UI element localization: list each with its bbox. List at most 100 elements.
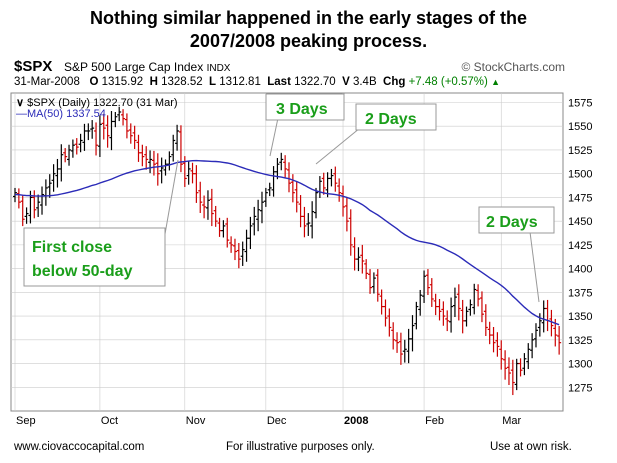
ohlc-bar [487, 321, 492, 345]
ohlc-bar [159, 157, 164, 184]
y-tick-label: 1550 [568, 121, 592, 133]
ohlc-bar [410, 315, 415, 352]
ohlc-bar [132, 125, 137, 150]
ohlc-bar [190, 162, 195, 184]
ohlc-bar [101, 113, 106, 140]
headline-line-2: 2007/2008 peaking process. [189, 31, 428, 51]
ohlc-bar [63, 148, 68, 163]
ohlc-bar [221, 220, 226, 238]
ohlc-bar [495, 332, 500, 357]
ohlc-bar [499, 340, 504, 370]
ohlc-bar [425, 269, 430, 296]
high-value: 1328.52 [161, 76, 203, 88]
ohlc-bar [398, 332, 403, 365]
ohlc-bar [16, 188, 21, 209]
ohlc-bar [522, 353, 527, 376]
ohlc-bar [464, 306, 469, 327]
ohlc-bar [352, 237, 357, 271]
ohlc-bar [283, 155, 288, 178]
ma50-line [14, 159, 560, 326]
ma-legend-label: MA(50) 1337.54 [27, 108, 106, 120]
exchange-code: INDX [206, 63, 231, 74]
ohlc-bar [178, 125, 183, 173]
y-tick-label: 1350 [568, 311, 592, 323]
open-label: O [89, 76, 99, 88]
ohlc-bar [140, 144, 145, 167]
annotation-2-days-jan: 2 Days [315, 103, 437, 165]
ohlc-bar [452, 287, 457, 318]
ohlc-bar [302, 206, 307, 238]
ohlc-bar [491, 326, 496, 353]
low-label: L [209, 76, 217, 88]
ohlc-bar [259, 191, 264, 224]
ohlc-bar [360, 244, 365, 274]
ohlc-bar [144, 146, 149, 170]
ohlc-bar [232, 238, 237, 261]
y-tick-label: 1525 [568, 145, 592, 157]
ohlc-bar [167, 151, 172, 171]
ohlc-bar [24, 207, 29, 224]
ohlc-bar [175, 124, 180, 151]
ohlc-bar [506, 357, 511, 385]
ohlc-bar [194, 165, 199, 203]
y-tick-label: 1475 [568, 192, 592, 204]
ohlc-bar [155, 153, 160, 186]
ohlc-bar [113, 111, 118, 128]
ohlc-bar [225, 217, 230, 248]
ohlc-bar [514, 358, 519, 391]
annotation-2-days-jan-text: 2 Days [365, 111, 417, 128]
ohlc-bar [364, 259, 369, 280]
ohlc-bar [128, 123, 133, 144]
ohlc-bar [90, 120, 95, 139]
ohlc-bar [402, 339, 407, 363]
change-value: +7.48 (+0.57%) [408, 76, 488, 88]
gridlines [11, 93, 563, 411]
x-tick-label: 2008 [344, 415, 368, 427]
ohlc-bar [433, 293, 438, 316]
ohlc-bar [287, 162, 291, 193]
ohlc-bar [549, 309, 554, 337]
annotation-3-days: 3 Days [265, 93, 345, 157]
ohlc-bar [86, 123, 91, 141]
ohlc-bar [456, 284, 461, 321]
ohlc-bar [82, 123, 87, 151]
ohlc-bar [526, 343, 531, 370]
ohlc-bar [244, 229, 249, 262]
ohlc-bar [290, 174, 295, 203]
ohlc-bar [279, 152, 284, 171]
ohlc-bar [209, 188, 214, 227]
ohlc-bar [379, 289, 384, 315]
footer-risk: Use at own risk. [490, 441, 572, 453]
bar-chart-icon: ∨ [16, 97, 25, 109]
high-label: H [149, 76, 158, 88]
y-tick-label: 1450 [568, 216, 592, 228]
ohlc-bar [136, 134, 141, 162]
ohlc-bar [171, 134, 176, 162]
ohlc-bar [476, 284, 481, 307]
ohlc-bar [202, 195, 207, 219]
ohlc-bar [329, 168, 334, 187]
ohlc-bar [275, 158, 280, 180]
ohlc-bar [74, 138, 79, 155]
ohlc-bar [306, 213, 311, 236]
ohlc-bar [121, 109, 126, 126]
footer-disclaimer: For illustrative purposes only. [226, 441, 375, 453]
ohlc-bar [510, 359, 515, 396]
index-name: S&P 500 Large Cap Index [64, 60, 204, 74]
ohlc-bar [518, 358, 523, 377]
ohlc-bar [429, 278, 434, 307]
ohlc-bar [198, 181, 203, 213]
ohlc-bar [321, 172, 326, 195]
y-tick-label: 1300 [568, 359, 592, 371]
ohlc-bar [229, 236, 234, 253]
ohlc-bar [67, 144, 72, 166]
ohlc-bar [186, 161, 191, 185]
ohlc-bar [36, 194, 41, 217]
ohlc-bar [151, 150, 156, 176]
annotation-first-close-line1: First close [32, 239, 112, 256]
ohlc-bar [55, 158, 60, 188]
y-tick-label: 1275 [568, 382, 592, 394]
ma-legend: —MA(50) 1337.54 [16, 108, 106, 120]
ohlc-bar [533, 323, 538, 348]
